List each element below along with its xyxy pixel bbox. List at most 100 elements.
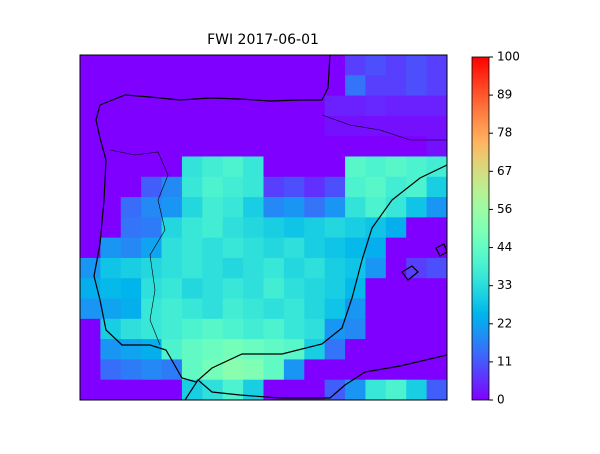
- cell: [120, 197, 142, 218]
- cell: [243, 298, 264, 320]
- cell: [243, 379, 264, 401]
- cell: [345, 257, 366, 279]
- cell: [426, 197, 448, 218]
- cell: [426, 339, 448, 360]
- cell: [100, 278, 122, 300]
- cell: [243, 95, 264, 117]
- cell: [263, 339, 285, 360]
- cell: [222, 318, 244, 340]
- cell: [80, 55, 101, 76]
- cell: [161, 237, 183, 259]
- cell: [406, 75, 428, 97]
- cell: [120, 339, 142, 360]
- cell: [426, 379, 448, 401]
- cell: [406, 176, 428, 198]
- cell: [202, 55, 224, 76]
- cell: [304, 257, 326, 279]
- cell: [324, 115, 346, 137]
- colorbar-tick-label: 67: [497, 164, 512, 178]
- cell: [222, 237, 244, 259]
- cell: [161, 379, 183, 401]
- cell: [385, 55, 407, 76]
- cell: [243, 318, 264, 340]
- cell: [80, 156, 101, 178]
- cell: [406, 136, 428, 157]
- cell: [161, 359, 183, 381]
- cell: [120, 217, 142, 239]
- cell: [283, 379, 305, 401]
- cell: [100, 339, 122, 360]
- cell: [222, 115, 244, 137]
- cell: [385, 217, 407, 239]
- cell: [161, 197, 183, 218]
- cell: [100, 318, 122, 340]
- cell: [385, 278, 407, 300]
- cell: [406, 257, 428, 279]
- cell: [365, 318, 387, 340]
- cell: [283, 217, 305, 239]
- cell: [100, 298, 122, 320]
- cell: [202, 156, 224, 178]
- cell: [324, 176, 346, 198]
- cell: [263, 217, 285, 239]
- cell: [406, 318, 428, 340]
- cell: [304, 379, 326, 401]
- cell: [181, 176, 203, 198]
- cell: [385, 318, 407, 340]
- cell: [304, 298, 326, 320]
- cell: [345, 359, 366, 381]
- cell: [406, 339, 428, 360]
- cell: [283, 339, 305, 360]
- cell: [100, 217, 122, 239]
- cell: [141, 217, 163, 239]
- cell: [80, 298, 101, 320]
- cell: [141, 379, 163, 401]
- cell: [345, 278, 366, 300]
- cell: [243, 176, 264, 198]
- cell: [202, 217, 224, 239]
- cell: [181, 136, 203, 157]
- cell: [202, 318, 224, 340]
- cell: [222, 257, 244, 279]
- cell: [100, 136, 122, 157]
- cell: [222, 156, 244, 178]
- cell: [202, 379, 224, 401]
- cell: [222, 136, 244, 157]
- cell: [243, 278, 264, 300]
- cell: [80, 197, 101, 218]
- cell: [100, 75, 122, 97]
- cell: [263, 176, 285, 198]
- cell: [385, 298, 407, 320]
- cell: [283, 75, 305, 97]
- cell: [222, 379, 244, 401]
- cell: [283, 55, 305, 76]
- cell: [426, 95, 448, 117]
- cell: [161, 136, 183, 157]
- cell: [222, 75, 244, 97]
- cell: [161, 318, 183, 340]
- cell: [141, 318, 163, 340]
- cell: [141, 156, 163, 178]
- cell: [263, 379, 285, 401]
- map-frame: [79, 54, 448, 401]
- cell: [141, 95, 163, 117]
- cell: [120, 278, 142, 300]
- cell: [243, 55, 264, 76]
- cell: [283, 176, 305, 198]
- cell: [345, 55, 366, 76]
- cell: [263, 359, 285, 381]
- cell: [243, 136, 264, 157]
- cell: [385, 379, 407, 401]
- colorbar-tick-label: 0: [497, 393, 505, 407]
- cell: [181, 237, 203, 259]
- cell: [324, 197, 346, 218]
- cell: [345, 95, 366, 117]
- cell: [283, 278, 305, 300]
- cell: [426, 176, 448, 198]
- cell: [100, 115, 122, 137]
- cell: [283, 257, 305, 279]
- cell: [243, 75, 264, 97]
- cell: [243, 359, 264, 381]
- cell: [161, 298, 183, 320]
